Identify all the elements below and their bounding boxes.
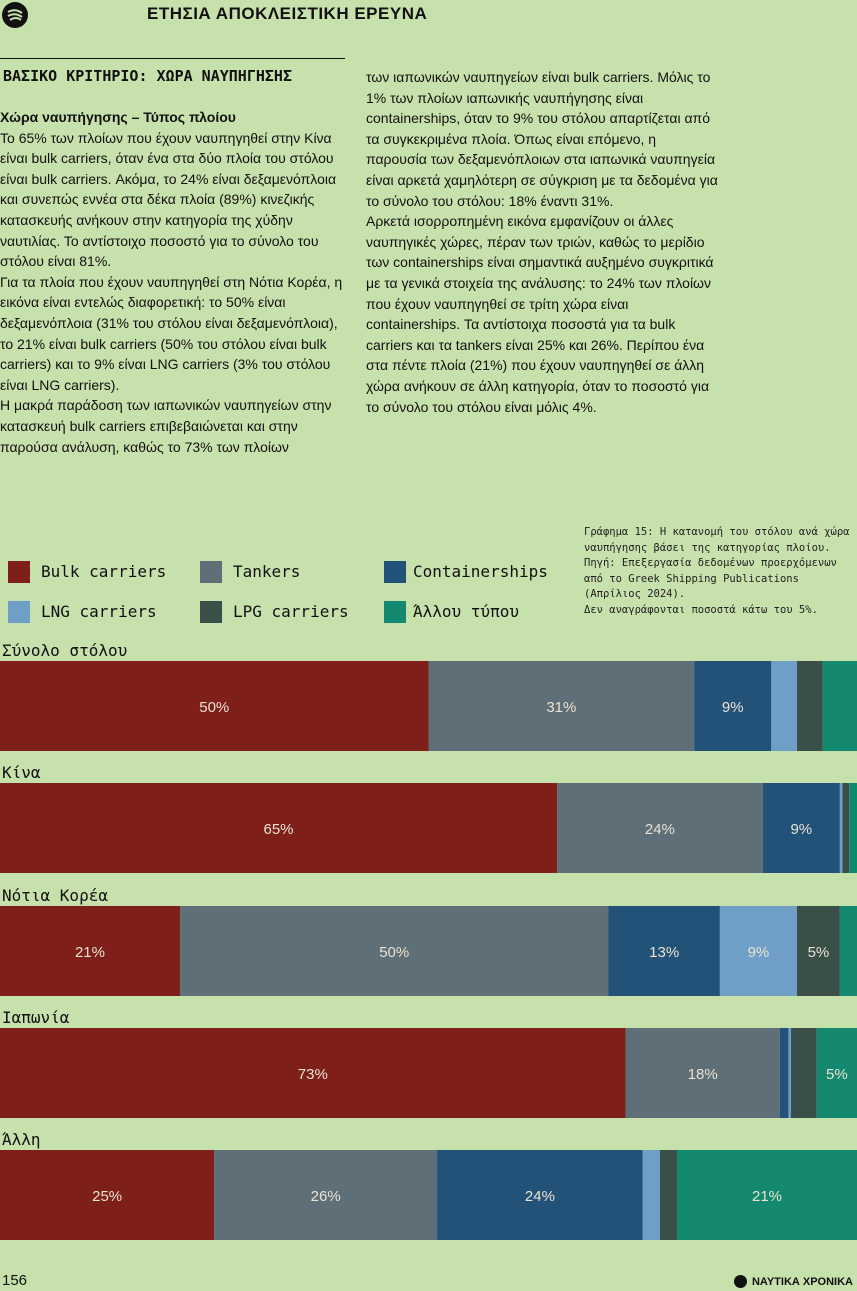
- article-paragraph: Για τα πλοία που έχουν ναυπηγηθεί στη Νό…: [0, 273, 343, 393]
- category-label: Ιαπωνία: [2, 1008, 70, 1027]
- bar-segment: [839, 783, 843, 873]
- legend-label: LNG carriers: [41, 602, 157, 621]
- category-label: Σύνολο στόλου: [2, 641, 127, 660]
- bar-segment: [625, 1028, 780, 1118]
- bar-segment: [677, 1150, 857, 1240]
- bar-segment: [694, 661, 772, 751]
- legend-swatch: [8, 601, 30, 623]
- bar-segment: [642, 1150, 660, 1240]
- bar-segment: [0, 1150, 215, 1240]
- data-label: 9%: [748, 944, 770, 961]
- bar-segment: [428, 661, 695, 751]
- bar-segment: [797, 906, 840, 996]
- data-label: 65%: [264, 821, 294, 838]
- data-label: 50%: [199, 699, 229, 716]
- article-right-column: των ιαπωνικών ναυπηγείων είναι bulk carr…: [366, 67, 718, 417]
- data-label: 21%: [752, 1188, 782, 1205]
- category-label: Άλλη: [2, 1130, 41, 1149]
- section-rule: [0, 58, 345, 59]
- category-label: Κίνα: [2, 763, 41, 782]
- article-paragraph: των ιαπωνικών ναυπηγείων είναι bulk carr…: [366, 69, 718, 209]
- chart-caption: Γράφημα 15: Η κατανομή του στόλου ανά χώ…: [584, 525, 854, 618]
- legend-label: Άλλου τύπου: [413, 602, 519, 621]
- bar-segment: [214, 1150, 438, 1240]
- bar-segment: [779, 1028, 789, 1118]
- bar-segment: [0, 783, 558, 873]
- bar-segment: [822, 661, 857, 751]
- footer-brand: ΝΑΥΤΙΚΑ ΧΡΟΝΙΚΑ: [733, 1275, 853, 1288]
- category-label: Νότια Κορέα: [2, 886, 108, 905]
- data-label: 9%: [790, 821, 812, 838]
- bar-segment: [437, 1150, 643, 1240]
- data-label: 21%: [75, 944, 105, 961]
- page-number: 156: [2, 1272, 28, 1289]
- article-left-column: Χώρα ναυπήγησης – Τύπος πλοίου Το 65% τω…: [0, 107, 352, 457]
- article-paragraph: Το 65% των πλοίων που έχουν ναυπηγηθεί σ…: [0, 129, 337, 270]
- bar-segment: [659, 1150, 678, 1240]
- bar-segment: [719, 906, 798, 996]
- brand-name: ΝΑΥΤΙΚΑ ΧΡΟΝΙΚΑ: [751, 1275, 853, 1288]
- bar-segment: [797, 661, 823, 751]
- bar-segment: [788, 1028, 792, 1118]
- legend-swatch: [8, 561, 30, 583]
- bar-segment: [762, 783, 840, 873]
- data-label: 24%: [645, 821, 675, 838]
- bar-segment: [842, 783, 850, 873]
- article-paragraph: Η μακρά παράδοση των ιαπωνικών ναυπηγείω…: [0, 397, 332, 455]
- data-label: 25%: [92, 1188, 122, 1205]
- caption-line: Πηγή: Επεξεργασία δεδομένων προερχόμενων…: [584, 557, 837, 600]
- legend-swatch: [384, 601, 406, 623]
- article-paragraph: Αρκετά ισορροπημένη εικόνα εμφανίζουν οι…: [366, 213, 714, 415]
- wave-logo-icon: [2, 2, 28, 28]
- bar-segment: [0, 1028, 626, 1118]
- bar-segment: [557, 783, 763, 873]
- data-label: 50%: [379, 944, 409, 961]
- brand-logo-icon: [733, 1275, 747, 1288]
- bar-segment: [0, 661, 429, 751]
- data-label: 13%: [649, 944, 679, 961]
- data-label: 5%: [826, 1066, 848, 1083]
- legend-label: LPG carriers: [233, 602, 349, 621]
- caption-line: Δεν αναγράφονται ποσοστά κάτω του 5%.: [584, 603, 818, 616]
- legend-swatch: [200, 561, 222, 583]
- caption-line: Γράφημα 15: Η κατανομή του στόλου ανά χώ…: [584, 526, 850, 554]
- data-label: 31%: [546, 699, 576, 716]
- bar-segment: [179, 906, 609, 996]
- bar-segment: [0, 906, 180, 996]
- legend-swatch: [384, 561, 406, 583]
- bar-segment: [771, 661, 798, 751]
- section-title: ΒΑΣΙΚΟ ΚΡΙΤΗΡΙΟ: ΧΩΡΑ ΝΑΥΠΗΓΗΣΗΣ: [3, 67, 292, 85]
- data-label: 26%: [311, 1188, 341, 1205]
- header-title: ΕΤΗΣΙΑ ΑΠΟΚΛΕΙΣΤΙΚΗ ΕΡΕΥΝΑ: [147, 4, 428, 23]
- data-label: 24%: [525, 1188, 555, 1205]
- data-label: 18%: [688, 1066, 718, 1083]
- legend-swatch: [200, 601, 222, 623]
- article-subheading: Χώρα ναυπήγησης – Τύπος πλοίου: [0, 109, 236, 125]
- legend-label: Bulk carriers: [41, 562, 167, 581]
- bar-segment: [791, 1028, 817, 1118]
- bar-segment: [839, 906, 857, 996]
- data-label: 5%: [808, 944, 830, 961]
- data-label: 73%: [298, 1066, 328, 1083]
- bar-segment: [849, 783, 857, 873]
- bar-segment: [816, 1028, 857, 1118]
- legend-label: Tankers: [233, 562, 301, 581]
- legend-label: Containerships: [413, 562, 548, 581]
- bar-segment: [608, 906, 720, 996]
- data-label: 9%: [722, 699, 744, 716]
